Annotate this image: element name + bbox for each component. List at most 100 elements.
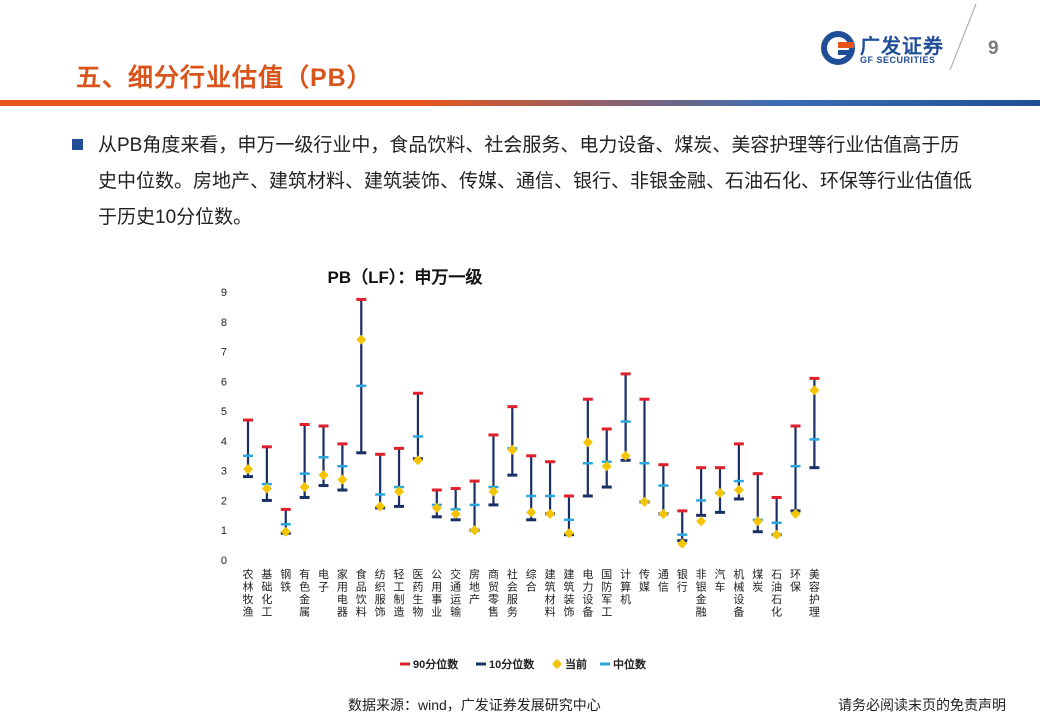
legend-item: 90分位数	[400, 657, 459, 671]
industry-range-group	[450, 487, 461, 522]
pb-range-chart: PB（LF）：申万一级 0 1 2 3 4 5 6 7 8 9 农林牧渔基础化工钢铁有色金属电子家…	[221, 267, 820, 671]
x-category-label: 美容护理	[809, 568, 820, 619]
current-marker	[243, 464, 253, 475]
current-marker	[563, 528, 574, 539]
legend-item: 当前	[552, 657, 587, 671]
bullet-icon	[72, 139, 83, 150]
current-marker	[809, 385, 820, 396]
legend-item: 中位数	[600, 657, 647, 671]
y-tick-label: 3	[221, 466, 227, 478]
current-marker	[375, 501, 386, 512]
header-divider	[949, 3, 977, 71]
legend-label: 90分位数	[413, 657, 459, 671]
x-category-label: 医药生物	[412, 569, 423, 619]
industry-range-group	[677, 509, 688, 549]
current-marker	[488, 486, 499, 497]
logo-text-cn: 广发证券	[860, 36, 944, 58]
current-marker	[337, 474, 348, 485]
industry-range-group	[394, 446, 405, 508]
legend-label: 当前	[565, 657, 587, 671]
x-category-label: 煤炭	[752, 568, 763, 594]
current-marker	[733, 485, 744, 496]
x-category-label: 电力设备	[582, 568, 593, 619]
current-marker	[394, 486, 405, 497]
x-category-label: 纺织服饰	[375, 567, 386, 619]
gf-logo-icon	[821, 31, 855, 65]
x-category-label: 轻工制造	[394, 567, 405, 619]
industry-range-group	[545, 460, 556, 519]
current-marker	[280, 526, 291, 537]
current-marker	[752, 516, 763, 527]
y-tick-label: 0	[221, 555, 227, 567]
x-category-label: 家用电器	[337, 567, 348, 619]
company-logo: 广发证券 GF SECURITIES	[820, 30, 945, 70]
industry-range-group	[507, 405, 518, 477]
x-category-label: 银行	[677, 567, 688, 594]
x-category-label: 公用事业	[431, 569, 442, 619]
industry-range-group	[299, 423, 310, 499]
industry-range-group	[582, 397, 593, 498]
summary-paragraph: 从PB角度来看，申万一级行业中，食品饮料、社会服务、电力设备、煤炭、美容护理等行…	[98, 135, 973, 228]
industry-range-group	[563, 494, 574, 539]
industry-range-group	[488, 433, 499, 507]
y-tick-label: 1	[221, 525, 227, 537]
current-marker	[545, 508, 556, 519]
logo-text-en: GF SECURITIES	[860, 55, 936, 65]
header-bar	[0, 100, 1040, 106]
current-marker	[469, 525, 480, 536]
current-marker	[696, 516, 707, 527]
current-marker	[582, 437, 593, 448]
x-category-label: 农林牧渔	[243, 567, 254, 619]
x-category-label: 非银金融	[696, 568, 707, 619]
current-marker	[507, 444, 518, 455]
disclaimer-note: 请务必阅读末页的免责声明	[838, 697, 1006, 713]
x-category-label: 交通运输	[450, 567, 461, 619]
legend-item: 10分位数	[476, 657, 535, 671]
y-tick-label: 9	[221, 287, 227, 299]
current-marker	[450, 508, 461, 519]
y-tick-label: 6	[221, 376, 227, 388]
current-marker	[601, 461, 612, 472]
current-marker	[412, 455, 423, 466]
current-marker	[771, 529, 782, 540]
industry-range-group	[375, 452, 386, 512]
y-tick-label: 7	[221, 347, 227, 359]
industry-range-group	[412, 391, 423, 466]
industry-range-group	[658, 463, 669, 519]
current-marker	[318, 470, 329, 481]
legend-label: 10分位数	[489, 657, 535, 671]
industry-range-group	[809, 376, 820, 470]
x-category-label: 房地产	[469, 568, 480, 606]
current-marker	[677, 538, 688, 549]
industry-range-group	[431, 488, 442, 519]
current-marker	[356, 334, 367, 345]
current-marker	[431, 502, 442, 513]
legend-label: 中位数	[613, 657, 647, 671]
y-tick-label: 4	[221, 436, 227, 448]
chart-title: PB（LF）：申万一级	[328, 267, 483, 287]
industry-range-group	[771, 495, 782, 540]
page-number: 9	[988, 38, 999, 59]
x-category-label: 建筑装饰	[563, 567, 574, 619]
x-category-label: 钢铁	[280, 568, 291, 594]
x-category-label: 综合	[526, 567, 537, 594]
x-category-label: 环保	[790, 569, 801, 594]
x-category-label: 国防军工	[601, 568, 612, 619]
x-category-label: 通信	[658, 568, 669, 594]
industry-range-group	[318, 424, 329, 488]
industry-range-group	[526, 454, 537, 522]
current-marker	[526, 507, 537, 518]
industry-range-group	[752, 472, 763, 534]
y-tick-label: 5	[221, 406, 227, 418]
x-category-label: 机械设备	[733, 567, 744, 619]
industry-range-group	[280, 507, 291, 537]
current-marker	[715, 488, 725, 498]
industry-range-group	[639, 397, 650, 507]
x-category-label: 建筑材料	[545, 567, 556, 619]
industry-range-group	[715, 466, 725, 514]
current-marker	[299, 482, 310, 493]
industry-range-group	[469, 479, 480, 536]
x-category-label: 有色金属	[299, 567, 310, 619]
industry-range-group	[243, 418, 253, 479]
legend-swatch	[552, 659, 562, 669]
